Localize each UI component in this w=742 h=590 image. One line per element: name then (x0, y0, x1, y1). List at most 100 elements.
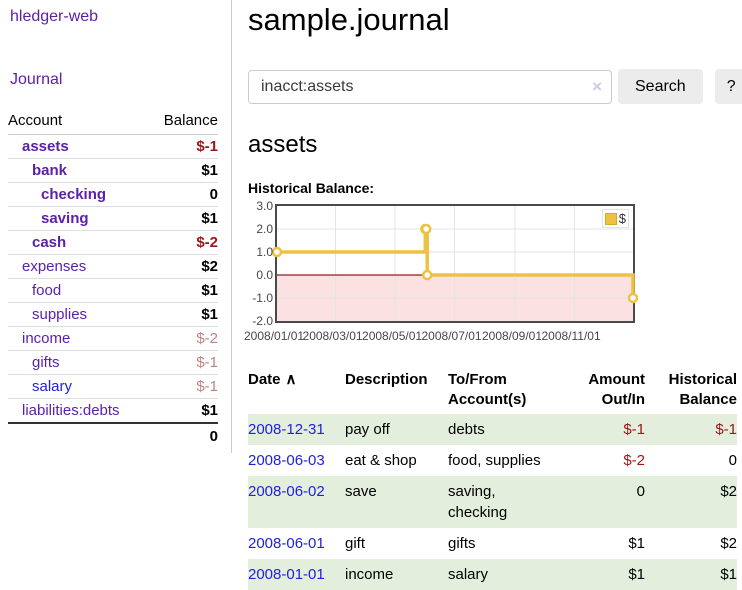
transaction-date-cell: 2008-12-31 (248, 414, 345, 445)
account-name-cell: checking (8, 183, 149, 207)
account-name-cell: saving (8, 207, 149, 231)
account-name-cell: liabilities:debts (8, 399, 149, 424)
account-link[interactable]: checking (41, 186, 107, 203)
account-balance: $-1 (196, 378, 218, 395)
main-content: sample.journal × Search ? assets Histori… (244, 0, 742, 590)
account-name-cell: salary (8, 375, 149, 399)
transaction-accounts: gifts (448, 535, 476, 552)
sidebar-item-journal[interactable]: Journal (10, 71, 63, 88)
transaction-row: 2008-06-03 eat & shop food, supplies $-2 0 (248, 445, 737, 476)
historical-balance-chart: $ 3.0 2.0 1.0 0.0 -1.0 -2.0 2008/01/01 2008/03/… (244, 199, 737, 344)
transaction-amount: $1 (628, 566, 645, 583)
account-link[interactable]: assets (22, 138, 69, 155)
legend-label: $ (618, 211, 626, 226)
chart-plot-area: $ (271, 204, 639, 323)
data-point-marker (271, 246, 283, 258)
transaction-date-cell: 2008-06-02 (248, 476, 345, 528)
accounts-header-row: Account Balance (8, 109, 218, 135)
register-table: Date ∧ Description To/From Account(s) Amount O… (248, 366, 737, 590)
transaction-date-link[interactable]: 2008-06-01 (248, 535, 325, 552)
account-link[interactable]: liabilities:debts (22, 402, 120, 419)
x-axis-tick-label: 2008/09/01 (481, 329, 542, 343)
account-balance: $2 (201, 258, 218, 275)
accounts-table: Account Balance assets $-1 bank $1 checking 0… (8, 109, 218, 448)
account-link[interactable]: expenses (22, 258, 87, 275)
account-balance: $-2 (196, 330, 218, 347)
register-column-header: Description (345, 371, 428, 388)
transaction-amount: $-1 (623, 421, 645, 438)
transaction-accounts: saving, checking (448, 483, 508, 521)
account-row: salary $-1 (8, 375, 218, 399)
x-axis-tick-label: 2008/01/01 (244, 329, 303, 343)
account-row: supplies $1 (8, 303, 218, 327)
account-row: saving $1 (8, 207, 218, 231)
transaction-amount: $1 (628, 535, 645, 552)
y-axis-tick-label: 0.0 (256, 268, 273, 282)
search-input[interactable] (248, 69, 612, 104)
account-name-cell: income (8, 327, 149, 351)
account-balance: $1 (201, 282, 218, 299)
account-balance: $1 (201, 210, 218, 227)
account-link[interactable]: bank (32, 162, 68, 179)
accounts-total-spacer (8, 422, 150, 448)
y-axis-tick-label: 1.0 (256, 245, 273, 259)
chart-legend: $ (601, 209, 629, 228)
accounts-header-account: Account (8, 109, 150, 135)
transaction-balance: $-1 (715, 421, 737, 438)
y-axis-tick-label: 3.0 (256, 199, 273, 213)
clear-search-icon[interactable]: × (592, 76, 602, 96)
account-name-cell: gifts (8, 351, 149, 375)
account-balance: 0 (209, 186, 218, 203)
chart-title: Historical Balance: (248, 180, 375, 196)
y-axis-tick-label: 2.0 (256, 222, 273, 236)
transaction-balance: $1 (720, 566, 737, 583)
transaction-row: 2008-12-31 pay off debts $-1 $-1 (248, 414, 737, 445)
account-balance: $-1 (196, 354, 218, 371)
brand-link[interactable]: hledger-web (10, 8, 99, 25)
transaction-date-cell: 2008-06-01 (248, 528, 345, 559)
account-name-cell: supplies (8, 303, 149, 327)
sort-ascending-icon: ∧ (285, 371, 297, 388)
transaction-accounts: food, supplies (448, 452, 541, 469)
transaction-date-cell: 2008-01-01 (248, 559, 345, 590)
transaction-description: save (345, 483, 377, 500)
transaction-balance: $2 (720, 535, 737, 552)
account-link[interactable]: gifts (32, 354, 60, 371)
account-row: assets $-1 (8, 135, 218, 159)
account-link[interactable]: supplies (32, 306, 88, 323)
transaction-date-link[interactable]: 2008-01-01 (248, 566, 325, 583)
account-balance: $1 (201, 306, 218, 323)
y-axis-tick-label: -1.0 (252, 291, 273, 305)
transaction-description: gift (345, 535, 366, 552)
account-name-cell: bank (8, 159, 149, 183)
account-balance: $1 (201, 402, 218, 419)
transaction-date-link[interactable]: 2008-06-02 (248, 483, 325, 500)
account-name-cell: expenses (8, 255, 149, 279)
account-link[interactable]: income (22, 330, 71, 347)
account-link[interactable]: cash (32, 234, 67, 251)
account-row: food $1 (8, 279, 218, 303)
register-column-header: To/From Account(s) (448, 371, 527, 408)
transaction-date-link[interactable]: 2008-12-31 (248, 421, 325, 438)
transaction-date-link[interactable]: 2008-06-03 (248, 452, 325, 469)
legend-swatch (604, 212, 617, 225)
account-row: bank $1 (8, 159, 218, 183)
register-header-row: Date ∧ Description To/From Account(s) Amount O… (248, 366, 737, 414)
data-point-marker (627, 292, 639, 304)
account-link[interactable]: salary (32, 378, 73, 395)
transaction-accounts: debts (448, 421, 485, 438)
help-button[interactable]: ? (714, 69, 742, 104)
account-link[interactable]: food (32, 282, 62, 299)
transaction-amount: $-2 (623, 452, 645, 469)
account-row: cash $-2 (8, 231, 218, 255)
search-button[interactable]: Search (618, 69, 703, 104)
account-name-cell: assets (8, 135, 149, 159)
transaction-balance: $2 (720, 483, 737, 500)
search-input-wrap: × (248, 69, 612, 104)
transaction-description: eat & shop (345, 452, 417, 469)
x-axis-tick-label: 2008/11/01 (541, 329, 601, 343)
transaction-date-cell: 2008-06-03 (248, 445, 345, 476)
data-point-marker (420, 223, 432, 235)
account-link[interactable]: saving (41, 210, 89, 227)
transaction-description: pay off (345, 421, 390, 438)
